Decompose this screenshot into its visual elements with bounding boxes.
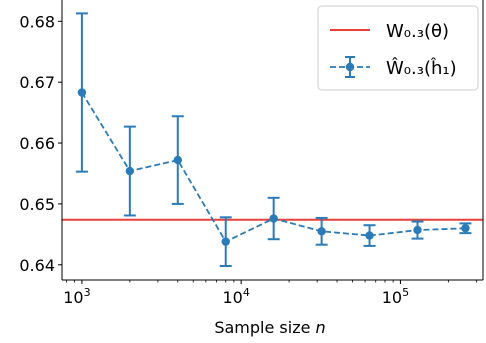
series-layer: [75, 12, 472, 267]
data-point: [317, 227, 326, 236]
data-point: [221, 237, 230, 246]
data-point: [365, 231, 374, 240]
data-point: [125, 166, 135, 176]
y-tick-label: 0.65: [19, 195, 55, 214]
y-tick-label: 0.67: [19, 73, 55, 92]
x-tick-label: 105: [382, 286, 409, 307]
legend-label-series: Ŵ₀.₃(ĥ₁): [386, 57, 457, 79]
data-point: [461, 224, 470, 233]
y-tick-label: 0.68: [19, 12, 55, 31]
y-tick-label: 0.66: [19, 134, 55, 153]
legend: W₀.₃(θ) Ŵ₀.₃(ĥ₁): [317, 5, 479, 91]
y-tick-label: 0.64: [19, 256, 55, 275]
data-point: [77, 88, 87, 97]
x-axis-label: Sample size n: [214, 318, 325, 337]
x-tick-label: 103: [63, 286, 90, 307]
x-tick-label: 104: [222, 286, 249, 307]
axes-layer: 0.64 0.65 0.66 0.67 0.68 103 104 105: [19, 0, 484, 307]
data-point: [173, 155, 182, 165]
legend-label-reference: W₀.₃(θ): [386, 21, 449, 42]
legend-swatch-marker: [345, 62, 355, 72]
data-point: [413, 225, 422, 235]
legend-box: [317, 5, 479, 91]
data-point: [269, 214, 278, 223]
